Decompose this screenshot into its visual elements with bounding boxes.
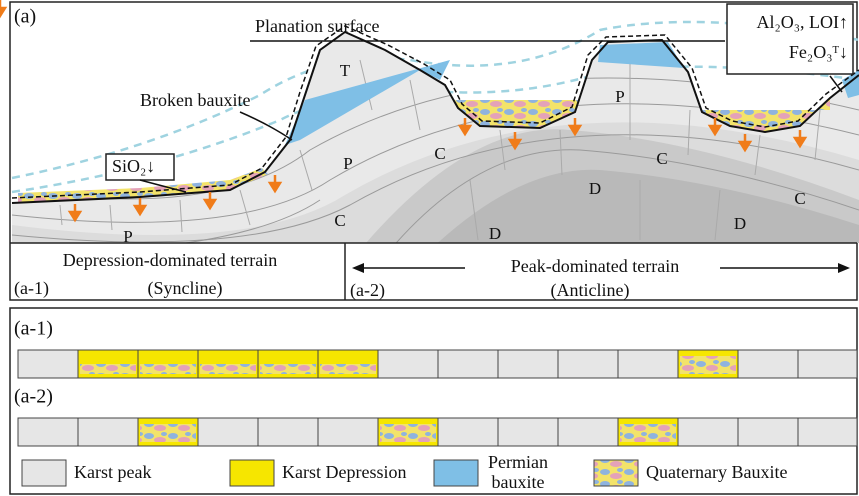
stratum-label: C	[334, 211, 345, 230]
arrow-head	[352, 263, 364, 273]
bauxite-fill	[140, 424, 196, 442]
annotation-box	[726, 3, 854, 75]
bauxite-fill	[200, 364, 256, 374]
stratum-label: D	[489, 224, 501, 243]
legend-label: Karst peak	[74, 462, 151, 482]
panel-label: (a)	[14, 6, 36, 28]
legend: Karst peak Karst Depression Permianbauxite…	[21, 452, 787, 492]
planation-label: Planation surface	[255, 16, 379, 36]
legend-swatch	[21, 459, 67, 487]
legend-swatch	[433, 459, 479, 487]
row-label: (a-2)	[14, 386, 53, 408]
karst-peak-cell	[497, 417, 559, 447]
karst-surface	[11, 30, 859, 204]
legend-swatch	[229, 459, 275, 487]
stratum-label: P	[343, 154, 352, 173]
pointer	[139, 179, 187, 193]
depletion-label: Fe₂O₃ᵀ↓	[789, 42, 848, 62]
stratum-label: T	[340, 61, 351, 80]
leaching-arrows	[0, 0, 807, 222]
terrain-name: Depression-dominated terrain	[63, 250, 277, 270]
stratum-label: P	[615, 87, 624, 106]
terrain-structure: (Anticline)	[551, 280, 630, 301]
arrow-head	[838, 263, 850, 273]
legend-swatch	[593, 459, 639, 487]
stratum-label: C	[434, 144, 445, 163]
karst-peak-cell	[317, 417, 379, 447]
legend-label: Quaternary Bauxite	[646, 462, 787, 482]
stratum-label: P	[123, 227, 132, 246]
silica-label: SiO₂↓	[112, 156, 155, 176]
karst-peak-cell	[17, 349, 79, 379]
terrain-name: Peak-dominated terrain	[511, 256, 679, 276]
strata-labels: T P P P C C C C D D D	[123, 61, 805, 246]
row-label: (a-1)	[14, 318, 53, 340]
legend-label: bauxite	[492, 472, 545, 492]
terrain-id: (a-2)	[350, 280, 385, 301]
karst-peak-cell	[377, 349, 439, 379]
enrichment-label: Al₂O₃, LOI↑	[756, 12, 848, 32]
bauxite-fill	[320, 364, 376, 374]
karst-peak-cell	[437, 349, 499, 379]
bauxite-fill	[680, 356, 736, 374]
stratum-label: C	[656, 149, 667, 168]
legend-label: Karst Depression	[282, 462, 406, 482]
karst-peak-cell	[557, 349, 619, 379]
pointer	[239, 111, 293, 141]
karst-peak-cell	[737, 349, 799, 379]
stratum-label: D	[734, 214, 746, 233]
terrain-structure: (Syncline)	[148, 278, 223, 299]
bauxite-fill	[380, 424, 436, 442]
permian-bauxite	[285, 42, 859, 145]
bauxite-fill	[80, 364, 136, 374]
bauxite-fill	[260, 364, 316, 374]
karst-peak-cell	[497, 349, 559, 379]
karst-peak-cell	[257, 417, 319, 447]
depression-outline	[77, 349, 379, 379]
karst-peak-cell	[197, 417, 259, 447]
karst-peak-cell	[677, 417, 739, 447]
broken-bauxite-label: Broken bauxite	[140, 90, 250, 110]
terrain-id: (a-1)	[14, 278, 49, 299]
karst-surface-dashed	[11, 25, 859, 199]
stratum-label: C	[794, 189, 805, 208]
stratum-label: D	[589, 179, 601, 198]
karst-peak-cell	[797, 417, 858, 447]
karst-peak-cell	[737, 417, 799, 447]
karst-peak-cell	[617, 349, 679, 379]
pointer	[829, 75, 843, 93]
karst-peak-cell	[557, 417, 619, 447]
karst-peak-cell	[17, 417, 79, 447]
karst-peak-cell	[77, 417, 139, 447]
terrain-rows: (a-1) (a-2)	[14, 318, 858, 447]
bauxite-fill	[140, 364, 196, 374]
karst-peak-cell	[797, 349, 858, 379]
karst-peak-cell	[437, 417, 499, 447]
legend-label: Permian	[488, 452, 548, 472]
bauxite-fill	[620, 424, 676, 442]
